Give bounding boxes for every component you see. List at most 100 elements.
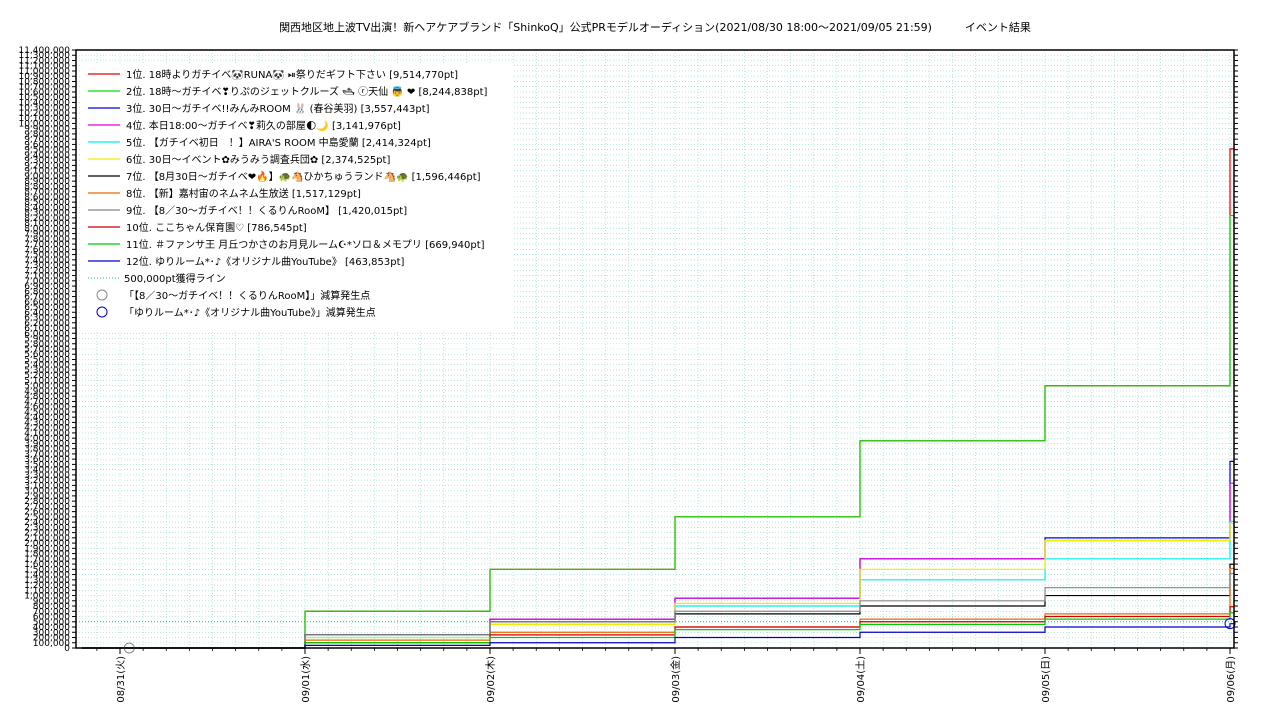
y-tick-label: 6,900,000 [24,282,70,292]
y-tick-label: 10,700,000 [18,83,70,93]
y-tick-label: 4,000,000 [24,434,70,444]
series-line-6 [82,522,1234,649]
y-tick-label: 11,200,000 [18,56,70,66]
y-tick-label: 4,900,000 [24,387,70,397]
y-tick-label: 2,300,000 [24,523,70,533]
x-tick-label: 08/31(火) [115,656,127,703]
y-tick-label: 10,500,000 [18,93,70,103]
legend-label-5: 5位. 【ガチイベ初日 ！】AIRA'S ROOM 中島愛蘭 [2,414,32… [126,136,431,149]
series-layer [82,148,1234,649]
y-tick-label: 2,800,000 [24,497,70,507]
legend-label-7: 7位. 【8月30日〜ガチイベ❤🔥】🐢🐴ひかちゅうランド🐴🐢 [1,596,44… [126,170,481,183]
y-tick-label: 5,300,000 [24,366,70,376]
y-tick-label: 5,200,000 [24,371,70,381]
y-tick-label: 6,800,000 [24,287,70,297]
y-tick-label: 9,600,000 [24,140,70,150]
y-tick-label: 4,200,000 [24,424,70,434]
y-tick-label: 9,200,000 [24,161,70,171]
y-tick-label: 8,200,000 [24,214,70,224]
legend-label-10: 10位. ここちゃん保育園♡ [786,545pt] [126,221,307,234]
y-tick-label: 6,300,000 [24,314,70,324]
y-tick-label: 10,800,000 [18,77,70,87]
chart-title: 関西地区地上波TV出演！新ヘアケアブランド「ShinkoQ」公式PRモデルオーデ… [279,20,1031,34]
y-tick-label: 5,100,000 [24,376,70,386]
y-tick-label: 1,000,000 [24,592,70,602]
legend-label-marker-2: 「ゆりルーム*･♪《オリジナル曲YouTube》」減算発生点 [124,306,376,319]
series-line-9 [82,572,1234,649]
y-tick-label: 7,700,000 [24,240,70,250]
y-tick-label: 3,800,000 [24,445,70,455]
y-tick-label: 6,200,000 [24,319,70,329]
legend-background [82,65,514,330]
decrease-marker-2 [1224,618,1236,630]
y-tick-label: 9,800,000 [24,130,70,140]
y-tick-label: 7,100,000 [24,272,70,282]
y-tick-label: 6,600,000 [24,298,70,308]
y-tick-label: 1,700,000 [24,555,70,565]
legend-marker-2 [96,306,108,318]
y-tick-label: 1,300,000 [24,576,70,586]
y-tick-label: 1,500,000 [24,565,70,575]
y-tick-label: 8,900,000 [24,177,70,187]
y-tick-label: 2,200,000 [24,529,70,539]
x-tick-label: 09/06(月) [1225,656,1237,703]
y-tick-label: 11,100,000 [18,62,70,72]
y-tick-label: 2,500,000 [24,513,70,523]
y-tick-label: 7,400,000 [24,256,70,266]
y-tick-label: 2,100,000 [24,534,70,544]
y-tick-label: 7,800,000 [24,235,70,245]
y-tick-label: 800,000 [33,602,70,612]
legend-label-8: 8位. 【新】嘉村宙のネムネム生放送 [1,517,129pt] [126,187,361,200]
y-tick-label: 8,300,000 [24,209,70,219]
y-tick-label: 8,700,000 [24,188,70,198]
y-tick-label: 11,400,000 [18,46,70,56]
y-tick-label: 10,100,000 [18,114,70,124]
x-tick-label: 09/05(日) [1041,656,1052,703]
y-tick-label: 10,200,000 [18,109,70,119]
y-tick-label: 3,100,000 [24,481,70,491]
y-tick-label: 1,200,000 [24,581,70,591]
y-tick-label: 4,600,000 [24,403,70,413]
legend-marker-1 [96,289,108,301]
y-tick-label: 1,400,000 [24,571,70,581]
series-line-12 [82,623,1234,649]
y-tick-label: 7,300,000 [24,261,70,271]
y-tick-label: 6,700,000 [24,293,70,303]
x-tick-label: 09/02(木) [485,656,497,703]
y-tick-label: 5,500,000 [24,355,70,365]
y-tick-label: 3,900,000 [24,439,70,449]
y-tick-label: 9,700,000 [24,135,70,145]
y-tick-label: 9,300,000 [24,156,70,166]
y-tick-label: 1,800,000 [24,550,70,560]
legend-label-3: 3位. 30日〜ガチイベ!!みんみROOM 🐰 (春谷美羽) [3,557,44… [126,102,430,115]
y-tick-label: 2,900,000 [24,492,70,502]
y-tick-label: 9,400,000 [24,151,70,161]
y-tick-label: 0 [64,644,70,654]
y-tick-label: 5,800,000 [24,340,70,350]
y-tick-label: 4,500,000 [24,408,70,418]
y-tick-label: 1,600,000 [24,560,70,570]
y-tick-label: 7,600,000 [24,245,70,255]
series-line-4 [82,482,1234,649]
y-tick-label: 3,000,000 [24,487,70,497]
y-tick-label: 4,300,000 [24,418,70,428]
y-tick-label: 2,600,000 [24,508,70,518]
y-tick-label: 1,100,000 [24,586,70,596]
y-tick-label: 10,600,000 [18,88,70,98]
y-axis: 0100,000200,000300,000400,000500,000600,… [18,46,1238,654]
legend-label-4: 4位. 本日18:00〜ガチイベ❣莉久の部屋🌓🌙 [3,141,976pt] [126,119,401,132]
legend-label-11: 11位. ＃ファンサ王 月丘つかさのお月見ルーム☪*ソロ＆メモプリ [669,9… [126,238,485,251]
y-tick-label: 2,700,000 [24,502,70,512]
y-tick-label: 11,300,000 [18,51,70,61]
y-tick-label: 500,000 [33,618,70,628]
y-tick-label: 600,000 [33,613,70,623]
legend-label-1: 1位. 18時よりガチイベ🐼RUNA🐼 ⏯祭りだギフト下さい [9,514,77… [126,68,458,81]
legend: 1位. 18時よりガチイベ🐼RUNA🐼 ⏯祭りだギフト下さい [9,514,77… [82,65,514,330]
series-line-3 [82,460,1234,649]
y-tick-label: 4,800,000 [24,392,70,402]
y-tick-label: 700,000 [33,607,70,617]
y-tick-label: 3,400,000 [24,466,70,476]
y-tick-label: 1,900,000 [24,544,70,554]
y-tick-label: 10,300,000 [18,104,70,114]
